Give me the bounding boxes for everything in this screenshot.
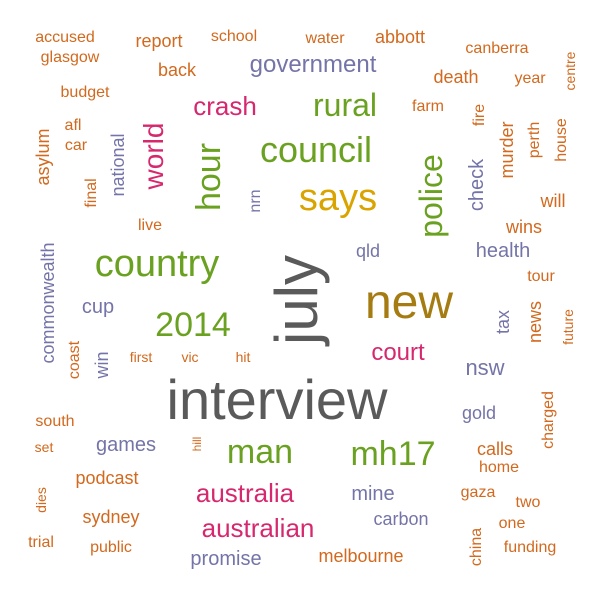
word-2014: 2014 (155, 306, 231, 344)
word-report: report (135, 31, 183, 51)
word-country: country (94, 243, 220, 285)
word-mine: mine (351, 483, 395, 505)
word-cup: cup (81, 296, 115, 318)
word-commonwealth: commonwealth (38, 242, 58, 364)
word-gaza: gaza (460, 484, 496, 501)
word-man: man (226, 433, 294, 471)
word-asylum: asylum (33, 128, 53, 186)
word-melbourne: melbourne (318, 546, 404, 566)
word-water: water (305, 30, 345, 47)
word-home: home (478, 459, 520, 476)
word-glasgow: glasgow (40, 49, 100, 66)
word-hour: hour (190, 142, 228, 212)
word-australian: australian (201, 513, 315, 543)
word-tour: tour (527, 268, 555, 285)
word-set: set (34, 439, 54, 455)
word-interview: interview (166, 368, 388, 431)
word-china: china (468, 527, 485, 567)
word-two: two (515, 494, 541, 511)
word-coast: coast (66, 340, 83, 380)
word-world: world (138, 122, 169, 190)
word-news: news (525, 300, 545, 344)
word-trial: trial (28, 534, 54, 551)
word-check: check (466, 158, 488, 212)
word-win: win (92, 351, 112, 379)
word-police: police (413, 154, 449, 238)
word-government: government (249, 51, 377, 78)
word-back: back (157, 60, 197, 80)
word-centre: centre (562, 51, 578, 91)
word-council: council (259, 129, 373, 170)
word-funding: funding (503, 539, 557, 556)
word-abbott: abbott (374, 27, 426, 47)
word-qld: qld (355, 241, 381, 261)
word-hit: hit (235, 349, 251, 365)
word-public: public (90, 539, 132, 556)
word-perth: perth (526, 121, 543, 159)
word-australia: australia (195, 478, 295, 508)
word-first: first (129, 349, 153, 365)
word-dies: dies (33, 487, 49, 513)
word-gold: gold (461, 403, 497, 423)
word-games: games (95, 434, 157, 456)
word-podcast: podcast (75, 468, 139, 488)
word-says: says (298, 177, 378, 219)
word-charged: charged (540, 391, 557, 449)
word-future: future (560, 309, 576, 345)
word-afl: afl (64, 117, 82, 134)
word-accused: accused (35, 29, 95, 46)
word-budget: budget (60, 84, 110, 101)
word-nrn: nrn (247, 189, 264, 213)
word-calls: calls (476, 439, 514, 459)
word-wins: wins (505, 217, 543, 237)
word-hill: hill (190, 436, 204, 452)
word-house: house (553, 118, 570, 162)
word-death: death (433, 67, 479, 87)
word-one: one (498, 515, 526, 532)
word-mh17: mh17 (350, 435, 436, 473)
word-court: court (371, 339, 425, 366)
word-year: year (514, 70, 546, 87)
word-school: school (210, 28, 258, 45)
word-canberra: canberra (465, 40, 529, 57)
word-national: national (108, 133, 128, 197)
word-crash: crash (193, 91, 257, 121)
word-final: final (83, 178, 100, 208)
word-live: live (137, 217, 163, 234)
word-sydney: sydney (82, 507, 140, 527)
word-farm: farm (412, 98, 444, 115)
word-car: car (64, 137, 88, 154)
word-murder: murder (497, 121, 517, 179)
word-rural: rural (312, 87, 378, 123)
word-vic: vic (181, 349, 199, 365)
word-july: july (263, 254, 330, 346)
word-promise: promise (190, 548, 262, 570)
word-new: new (364, 276, 454, 329)
word-fire: fire (471, 103, 488, 127)
word-south: south (35, 413, 75, 430)
word-will: will (540, 191, 566, 211)
word-tax: tax (493, 309, 513, 335)
word-health: health (475, 240, 531, 262)
word-carbon: carbon (373, 509, 429, 529)
word-nsw: nsw (465, 355, 505, 380)
